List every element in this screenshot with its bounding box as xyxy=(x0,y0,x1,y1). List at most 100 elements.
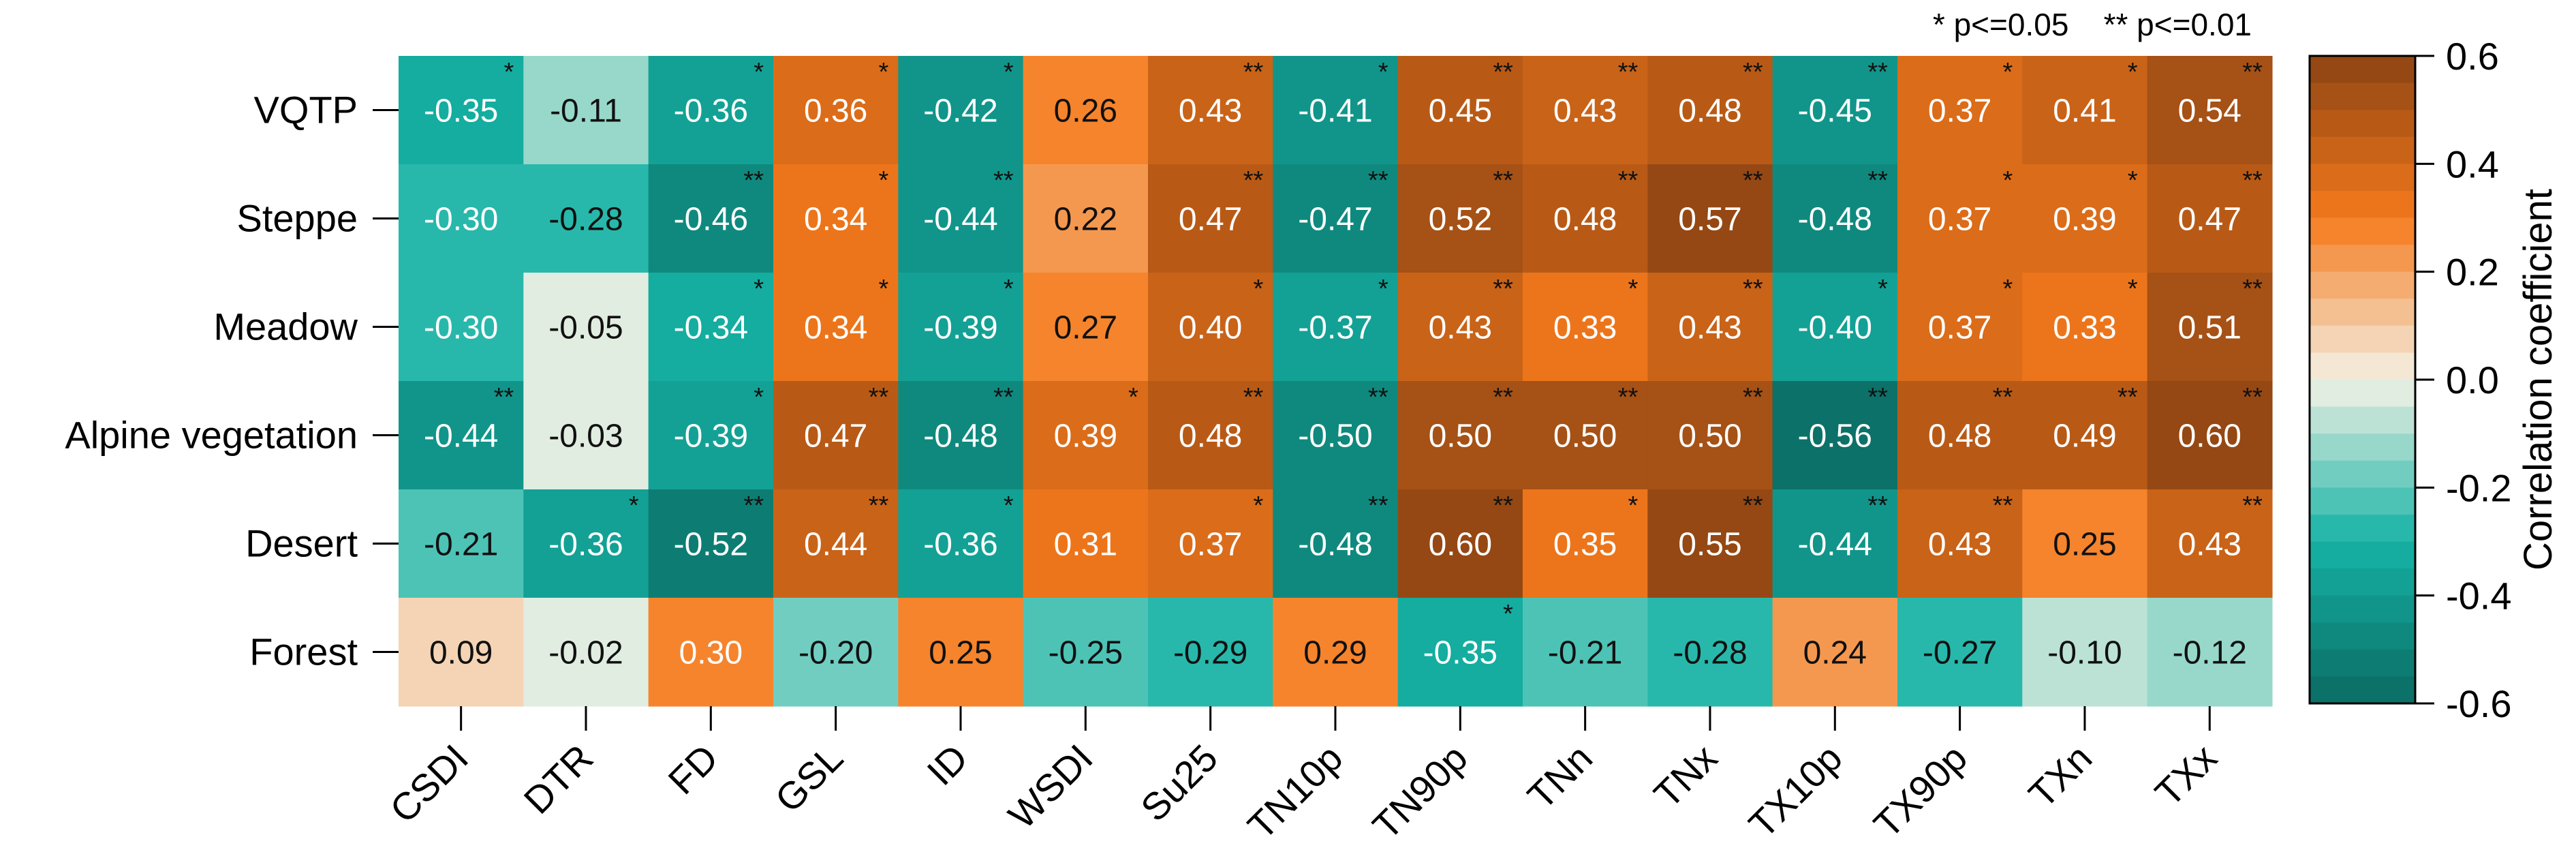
cell-value-label: 0.43 xyxy=(1179,93,1242,130)
significance-marker: * xyxy=(754,275,764,303)
cell-value-label: -0.42 xyxy=(923,93,997,130)
heatmap-cell xyxy=(1147,489,1273,598)
colorbar-swatch xyxy=(2310,434,2415,461)
heatmap-cells: -0.35*-0.11 -0.36*0.36*-0.42*0.26 0.43**-0… xyxy=(399,56,2273,707)
significance-marker: ** xyxy=(1867,58,1888,87)
heatmap-cell xyxy=(773,56,899,165)
heatmap-cell xyxy=(1147,164,1273,273)
row-label: Desert xyxy=(245,522,358,565)
heatmap-cell xyxy=(648,598,774,707)
cell-value-label: 0.33 xyxy=(1553,310,1617,346)
colorbar-swatch xyxy=(2310,299,2415,326)
heatmap-cell xyxy=(773,489,899,598)
significance-marker: ** xyxy=(1993,383,2013,412)
heatmap-cell xyxy=(1772,489,1898,598)
heatmap-cell xyxy=(2022,598,2148,707)
column-label: TN10p xyxy=(1239,736,1350,847)
heatmap-cell xyxy=(1897,56,2023,165)
cell-value-label: -0.34 xyxy=(674,310,748,346)
heatmap-cell xyxy=(2147,489,2273,598)
heatmap-cell xyxy=(1772,273,1898,382)
column-label: TNn xyxy=(1519,736,1600,817)
colorbar-swatch xyxy=(2310,56,2415,84)
cell-value-label: -0.44 xyxy=(923,202,997,238)
significance-marker: * xyxy=(879,166,889,195)
cell-value-label: 0.41 xyxy=(2053,93,2116,130)
significance-marker: * xyxy=(1378,58,1388,87)
heatmap-cell xyxy=(773,273,899,382)
significance-marker: ** xyxy=(1243,383,1264,412)
significance-marker: ** xyxy=(993,166,1014,195)
column-label: WSDI xyxy=(1000,736,1101,837)
colorbar-tick-label: -0.6 xyxy=(2446,682,2512,725)
significance-marker: * xyxy=(1004,491,1014,520)
colorbar-swatch xyxy=(2310,460,2415,488)
significance-marker: * xyxy=(1004,58,1014,87)
heatmap-cell xyxy=(1397,56,1523,165)
significance-marker: ** xyxy=(1867,383,1888,412)
cell-value-label: -0.35 xyxy=(424,93,498,130)
significance-marker: * xyxy=(2002,58,2013,87)
significance-marker: ** xyxy=(1243,166,1264,195)
cell-value-label: -0.20 xyxy=(798,635,873,671)
cell-value-label: 0.37 xyxy=(1179,527,1242,563)
heatmap-cell xyxy=(648,381,774,490)
heatmap-cell xyxy=(1273,489,1399,598)
heatmap-cell xyxy=(648,273,774,382)
significance-marker: ** xyxy=(1493,491,1513,520)
cell-value-label: 0.43 xyxy=(1429,310,1492,346)
column-label: CSDI xyxy=(382,736,476,831)
significance-marker: ** xyxy=(2242,58,2263,87)
cell-value-label: -0.28 xyxy=(1673,635,1747,671)
colorbar-tick-label: -0.2 xyxy=(2446,466,2512,509)
cell-value-label: 0.55 xyxy=(1678,527,1741,563)
colorbar-swatch xyxy=(2310,406,2415,434)
column-label: TX10p xyxy=(1741,736,1850,846)
colorbar-tick-label: 0.0 xyxy=(2446,359,2499,401)
cell-value-label: 0.48 xyxy=(1928,419,1991,455)
heatmap-cell xyxy=(399,598,524,707)
row-labels: VQTP Steppe Meadow Alpine vegetation Desert F… xyxy=(65,89,358,673)
heatmap-cell xyxy=(898,273,1024,382)
column-label: GSL xyxy=(766,736,851,821)
cell-value-label: -0.44 xyxy=(424,419,498,455)
cell-value-label: -0.05 xyxy=(548,310,623,346)
significance-marker: ** xyxy=(1743,275,1763,303)
heatmap-cell xyxy=(1647,381,1773,490)
colorbar-swatch xyxy=(2310,352,2415,380)
significance-marker: * xyxy=(1128,383,1138,412)
cell-value-label: 0.47 xyxy=(2178,202,2241,238)
significance-marker: ** xyxy=(1993,491,2013,520)
cell-value-label: -0.21 xyxy=(1548,635,1622,671)
cell-value-label: -0.39 xyxy=(674,419,748,455)
cell-value-label: -0.41 xyxy=(1298,93,1372,130)
cell-value-label: 0.09 xyxy=(429,635,493,671)
significance-marker: ** xyxy=(869,491,889,520)
significance-marker: ** xyxy=(1618,166,1639,195)
column-label: TXx xyxy=(2147,736,2225,815)
significance-marker: * xyxy=(2002,275,2013,303)
cell-value-label: 0.50 xyxy=(1678,419,1741,455)
significance-marker: * xyxy=(1878,275,1888,303)
colorbar-tick-label: 0.6 xyxy=(2446,35,2499,78)
heatmap-cell xyxy=(1023,164,1149,273)
colorbar-swatch xyxy=(2310,487,2415,515)
significance-marker: ** xyxy=(1618,58,1639,87)
significance-marker: ** xyxy=(2242,491,2263,520)
heatmap-cell xyxy=(1647,273,1773,382)
colorbar-swatch xyxy=(2310,649,2415,678)
heatmap-cell xyxy=(2022,273,2148,382)
colorbar-swatch xyxy=(2310,190,2415,219)
cell-value-label: 0.54 xyxy=(2178,93,2241,130)
significance-marker: ** xyxy=(2242,275,2263,303)
significance-marker: * xyxy=(1378,275,1388,303)
colorbar-swatch xyxy=(2310,245,2415,273)
significance-marker: ** xyxy=(1743,491,1763,520)
cell-value-label: -0.36 xyxy=(923,527,997,563)
heatmap-cell xyxy=(1273,598,1399,707)
heatmap-cell xyxy=(523,381,649,490)
heatmap-cell xyxy=(1772,56,1898,165)
heatmap-cell xyxy=(1023,381,1149,490)
significance-marker: ** xyxy=(1368,383,1388,412)
cell-value-label: 0.40 xyxy=(1179,310,1242,346)
